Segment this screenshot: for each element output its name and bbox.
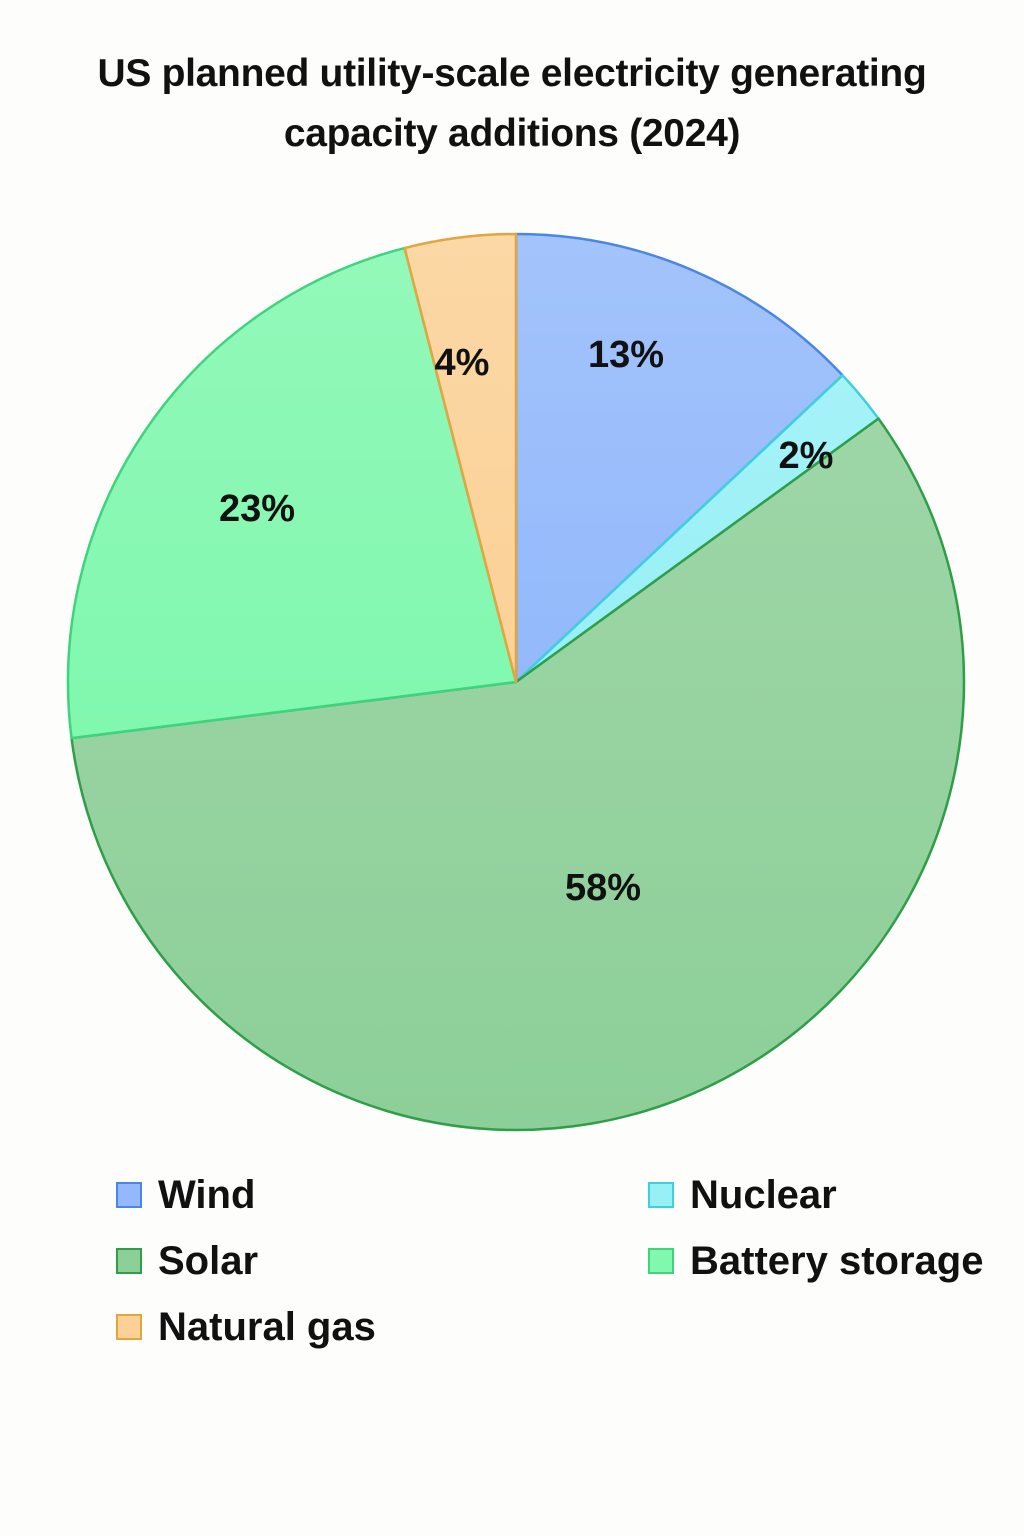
legend-label-nuclear: Nuclear <box>690 1172 837 1217</box>
legend: Wind Nuclear Solar Battery storage Natural g… <box>0 1170 1024 1370</box>
pie-slice-wind <box>514 232 844 684</box>
legend-swatch-wind <box>116 1182 142 1208</box>
legend-item-wind: Wind <box>116 1170 255 1220</box>
slice-label-nuclear: 2% <box>779 435 834 477</box>
slice-label-wind: 13% <box>588 334 664 376</box>
slice-label-natural-gas: 4% <box>435 342 490 384</box>
legend-swatch-solar <box>116 1248 142 1274</box>
slice-label-solar: 58% <box>565 867 641 909</box>
chart-title-line-2: capacity additions (2024) <box>283 112 741 155</box>
chart-title-line-1: US planned utility-scale electricity gen… <box>97 52 927 95</box>
pie-labels: 13% 2% 58% 23% 4% <box>219 334 833 909</box>
legend-item-battery-storage: Battery storage <box>648 1236 983 1286</box>
legend-item-natural-gas: Natural gas <box>116 1302 376 1352</box>
slice-label-battery-storage: 23% <box>219 488 295 530</box>
legend-label-wind: Wind <box>158 1172 256 1217</box>
chart-title: US planned utility-scale electricity gen… <box>0 44 1024 164</box>
legend-item-nuclear: Nuclear <box>648 1170 837 1220</box>
legend-label-solar: Solar <box>158 1238 259 1283</box>
pie-slice-battery-storage <box>66 246 518 740</box>
pie-slice-natural-gas <box>403 232 518 684</box>
legend-label-natural-gas: Natural gas <box>158 1304 376 1349</box>
legend-label-battery-storage: Battery storage <box>690 1238 984 1283</box>
legend-swatch-nuclear <box>648 1182 674 1208</box>
legend-swatch-battery-storage <box>648 1248 674 1274</box>
legend-item-solar: Solar <box>116 1236 258 1286</box>
legend-swatch-natural-gas <box>116 1314 142 1340</box>
pie-slices <box>66 232 966 1132</box>
pie-slice-solar <box>70 417 966 1132</box>
